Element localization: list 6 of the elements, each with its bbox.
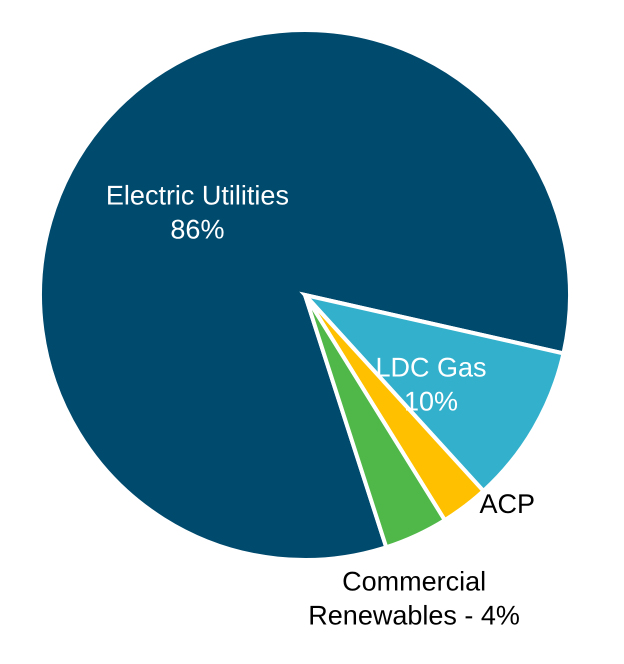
slice-label: Commercial Renewables - 4%	[308, 566, 520, 630]
slice-label: ACP	[480, 488, 536, 519]
data-label: 86%	[170, 214, 224, 245]
slice-label: LDC Gas	[375, 352, 486, 382]
slice-label: Electric Utilities	[106, 180, 289, 211]
data-label: 10%	[404, 386, 458, 416]
